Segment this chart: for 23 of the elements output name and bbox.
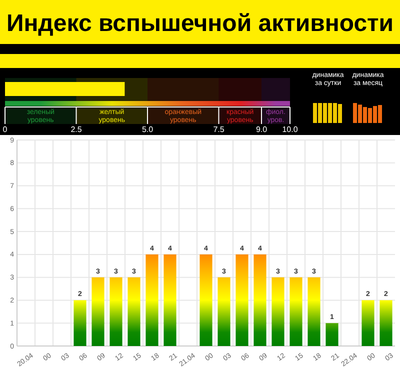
x-tick-label: 2.5 [70,125,82,134]
bar [128,277,140,346]
bar [200,254,212,346]
bar [92,277,104,346]
bar [218,277,230,346]
bar [308,277,320,346]
bar [110,277,122,346]
bar [362,300,374,346]
x-tick-label: 10.0 [282,125,298,134]
bar [236,254,248,346]
bar [146,254,158,346]
bar [380,300,392,346]
bar [290,277,302,346]
bar [74,300,86,346]
x-tick-label: 5.0 [142,125,154,134]
x-tick-label: 9.0 [256,125,268,134]
bar [272,277,284,346]
bar [164,254,176,346]
x-tick-label: 0 [2,125,8,134]
bar [254,254,266,346]
bar [326,323,338,346]
chart-title: Индекс вспышечной активности [6,10,394,37]
x-tick-label: 7.5 [213,125,225,134]
